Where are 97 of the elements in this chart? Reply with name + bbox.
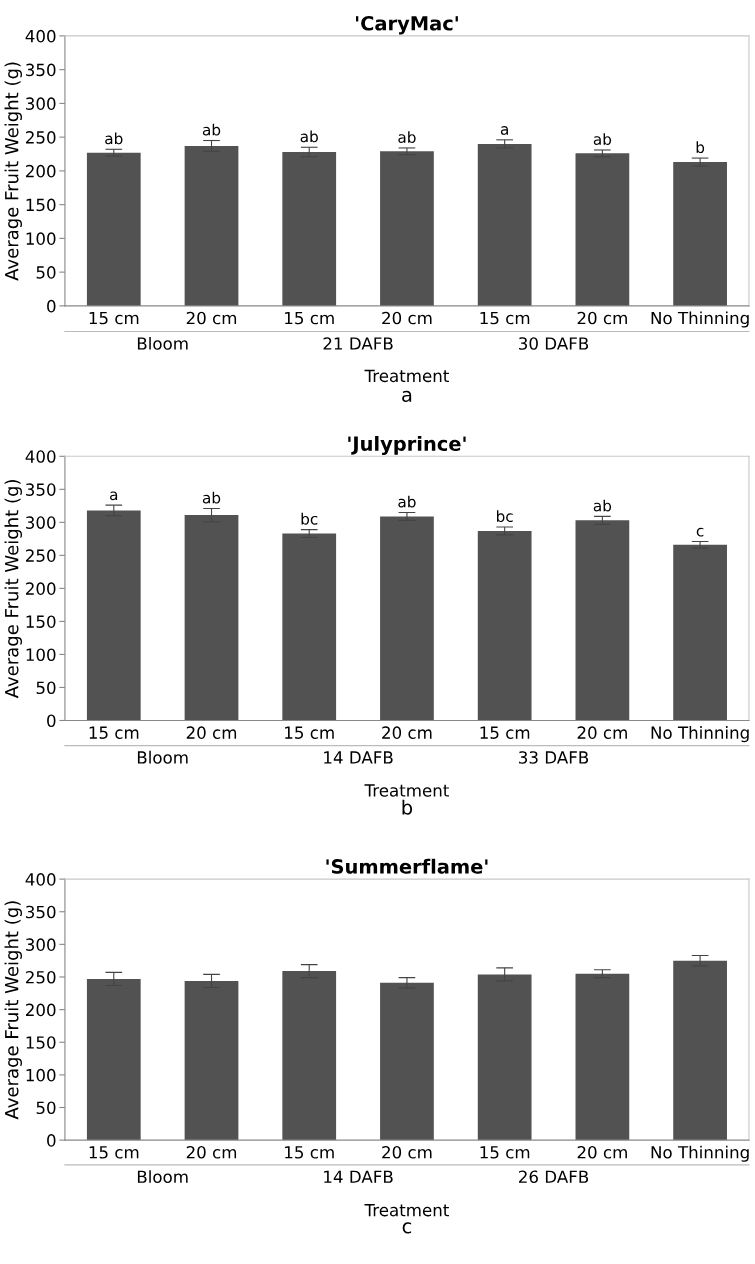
data-label: a bbox=[110, 491, 118, 501]
data-label: ab bbox=[398, 495, 416, 508]
x-tick-label: 15 cm bbox=[89, 726, 139, 739]
bar bbox=[282, 533, 337, 721]
data-label: bc bbox=[301, 512, 318, 525]
text: b bbox=[402, 799, 413, 815]
y-tick-label: 300 bbox=[26, 516, 56, 529]
y-tick-label: 250 bbox=[26, 970, 56, 984]
y-tick-label: 350 bbox=[26, 905, 56, 919]
text: Bloom bbox=[137, 1170, 188, 1184]
data-label: ab bbox=[398, 131, 416, 143]
y-tick-label: 300 bbox=[26, 97, 56, 110]
text: 14 DAFB bbox=[324, 751, 393, 764]
y-tick-label: 400 bbox=[25, 873, 56, 886]
x-tick-label: 20 cm bbox=[577, 311, 627, 325]
bar bbox=[282, 971, 337, 1141]
x-tick-label: 20 cm bbox=[186, 1145, 237, 1159]
text: Bloom bbox=[137, 750, 188, 764]
text: c bbox=[402, 1222, 412, 1234]
y-tick-label: 200 bbox=[26, 1003, 56, 1017]
y-tick-label: 150 bbox=[26, 198, 56, 212]
y-tick-label: 150 bbox=[26, 615, 56, 628]
data-label: ab bbox=[202, 123, 221, 136]
x-tick-label: 15 cm bbox=[480, 311, 530, 325]
bar bbox=[673, 544, 727, 721]
chart-title: 'CaryMac' bbox=[356, 15, 458, 35]
bar bbox=[477, 530, 532, 721]
y-tick-label: 50 bbox=[36, 266, 56, 279]
y-tick-label: 200 bbox=[26, 582, 56, 595]
bar bbox=[184, 980, 239, 1141]
bar bbox=[477, 974, 532, 1141]
y-tick-label: 150 bbox=[26, 1036, 56, 1049]
y-tick-label: 250 bbox=[26, 131, 56, 144]
y-axis-title: Average Fruit Weight (g) bbox=[4, 901, 23, 1120]
text: 14 DAFB bbox=[324, 1170, 393, 1183]
data-label: b bbox=[696, 141, 705, 154]
x-tick-label: 15 cm bbox=[480, 726, 530, 739]
y-axis-title: Average Fruit Weight (g) bbox=[4, 480, 23, 699]
data-label: ab bbox=[202, 491, 221, 504]
y-tick-label: 300 bbox=[26, 938, 56, 951]
bar bbox=[86, 978, 141, 1141]
bar bbox=[86, 510, 141, 721]
x-axis-title: Treatment bbox=[364, 369, 449, 383]
bar bbox=[380, 982, 434, 1141]
data-label: c bbox=[696, 527, 704, 537]
bar bbox=[575, 973, 630, 1141]
data-label: a bbox=[500, 126, 508, 135]
x-tick-label: 15 cm bbox=[89, 311, 139, 325]
x-tick-label: No Thinning bbox=[651, 1145, 749, 1162]
x-tick-label: 15 cm bbox=[285, 726, 334, 739]
y-axis-title: Average Fruit Weight (g) bbox=[4, 62, 23, 281]
text: Bloom bbox=[137, 336, 188, 350]
bar bbox=[575, 520, 630, 721]
x-axis-title: Treatment bbox=[364, 1203, 449, 1217]
x-tick-label: 20 cm bbox=[382, 311, 432, 325]
bar bbox=[184, 515, 239, 721]
y-tick-label: 0 bbox=[47, 1134, 56, 1147]
y-tick-label: 250 bbox=[26, 549, 56, 562]
x-tick-label: 20 cm bbox=[577, 726, 627, 739]
y-tick-label: 350 bbox=[26, 483, 56, 496]
y-tick-label: 200 bbox=[26, 164, 56, 178]
y-tick-label: 400 bbox=[25, 450, 56, 463]
text: 26 DAFB bbox=[519, 1170, 589, 1184]
bar bbox=[673, 960, 727, 1141]
x-tick-label: 15 cm bbox=[480, 1146, 530, 1159]
x-tick-label: 20 cm bbox=[382, 726, 432, 739]
y-tick-label: 0 bbox=[47, 299, 56, 313]
text: 33 DAFB bbox=[519, 751, 589, 764]
y-tick-label: 100 bbox=[26, 648, 56, 662]
x-tick-label: 15 cm bbox=[285, 1146, 334, 1159]
x-tick-label: 20 cm bbox=[186, 311, 237, 325]
y-tick-label: 100 bbox=[26, 232, 56, 245]
x-tick-label: 20 cm bbox=[186, 726, 237, 739]
bar bbox=[380, 516, 434, 721]
chart-title: 'Julyprince' bbox=[348, 435, 466, 455]
chart-title: 'Summerflame' bbox=[326, 858, 488, 874]
text: 21 DAFB bbox=[323, 337, 393, 350]
data-label: ab bbox=[593, 499, 612, 512]
data-label: ab bbox=[105, 132, 123, 145]
data-label: ab bbox=[593, 133, 612, 145]
data-label: ab bbox=[300, 130, 318, 143]
y-tick-label: 100 bbox=[26, 1068, 56, 1082]
x-tick-label: 20 cm bbox=[577, 1145, 627, 1159]
x-tick-label: 15 cm bbox=[89, 1146, 139, 1159]
x-tick-label: No Thinning bbox=[651, 311, 749, 328]
data-label: bc bbox=[497, 510, 513, 523]
y-tick-label: 400 bbox=[25, 29, 56, 43]
text: a bbox=[402, 390, 412, 402]
x-tick-label: No Thinning bbox=[651, 726, 749, 743]
text: 30 DAFB bbox=[519, 337, 589, 350]
y-tick-label: 0 bbox=[47, 714, 56, 728]
x-axis-title: Treatment bbox=[364, 784, 449, 797]
y-tick-label: 350 bbox=[26, 63, 56, 77]
x-tick-label: 15 cm bbox=[285, 311, 334, 325]
x-tick-label: 20 cm bbox=[382, 1145, 432, 1159]
y-tick-label: 50 bbox=[36, 681, 56, 695]
y-tick-label: 50 bbox=[36, 1101, 56, 1115]
